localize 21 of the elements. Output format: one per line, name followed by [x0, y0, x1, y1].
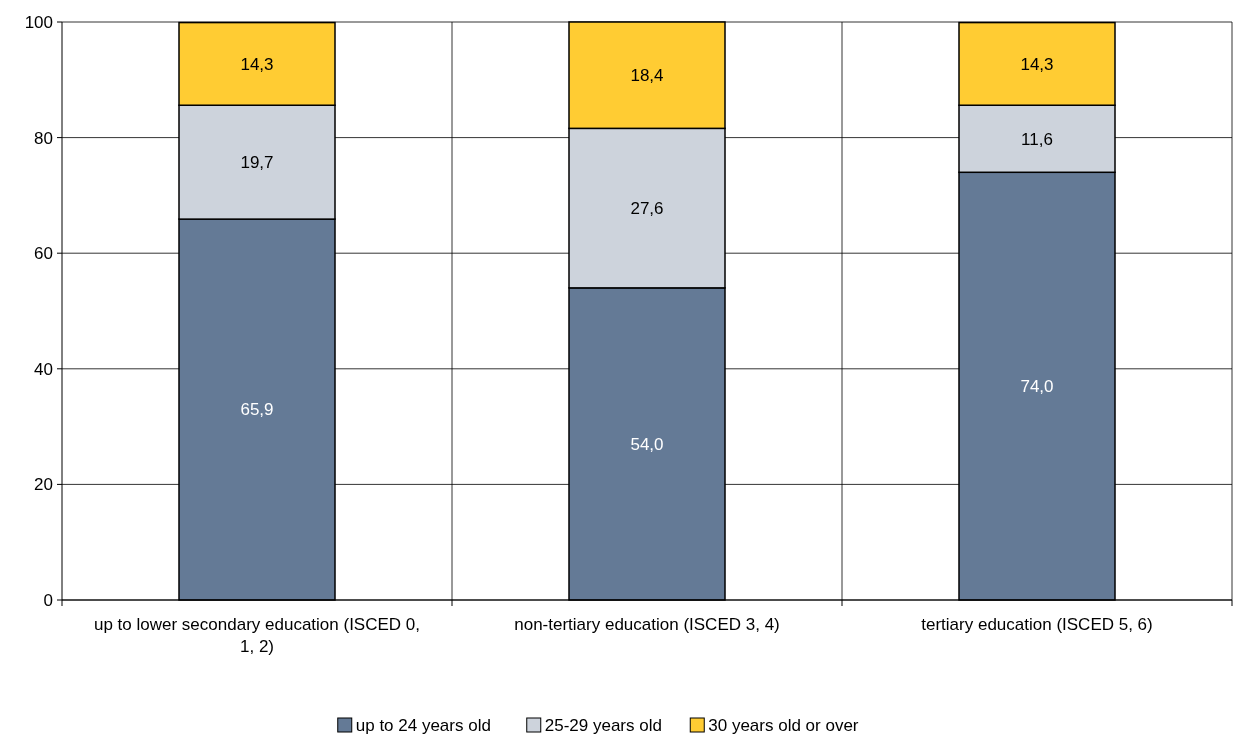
x-tick-label: tertiary education (ISCED 5, 6): [921, 615, 1153, 634]
data-label: 14,3: [1020, 54, 1054, 74]
data-label: 27,6: [630, 199, 664, 219]
y-tick-label: 60: [34, 244, 53, 264]
data-label: 65,9: [240, 400, 274, 420]
legend-label: 30 years old or over: [708, 716, 859, 735]
data-label: 14,3: [240, 54, 274, 74]
data-label: 74,0: [1020, 377, 1054, 397]
legend-label: up to 24 years old: [355, 716, 491, 735]
y-tick-label: 0: [43, 590, 53, 610]
legend-label: 25-29 years old: [544, 716, 662, 735]
data-label: 19,7: [240, 153, 274, 173]
y-tick-label: 40: [34, 359, 53, 379]
y-tick-label: 80: [34, 128, 53, 148]
data-label: 18,4: [630, 66, 664, 86]
x-tick-label: up to lower secondary education (ISCED 0, 1, 2): [93, 615, 421, 656]
x-tick-label: non-tertiary education (ISCED 3, 4): [514, 615, 780, 634]
data-label: 11,6: [1021, 129, 1053, 149]
y-tick-label: 20: [34, 475, 53, 495]
data-label: 54,0: [630, 434, 664, 454]
y-tick-label: 100: [24, 12, 53, 32]
